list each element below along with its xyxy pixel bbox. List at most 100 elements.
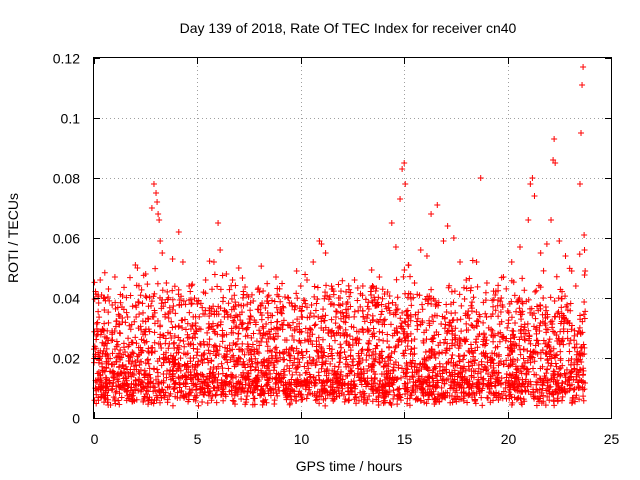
data-point-band [364, 368, 371, 375]
data-point [402, 181, 409, 187]
data-point-band [101, 320, 108, 327]
data-point-band [487, 380, 494, 387]
data-point-band [458, 368, 465, 375]
data-point-band [302, 271, 309, 278]
data-point-band [424, 300, 431, 307]
data-point-band [240, 302, 247, 309]
data-point-band [418, 373, 425, 380]
data-point-band [400, 369, 407, 376]
data-point-band [316, 393, 323, 400]
data-point-band [343, 288, 350, 295]
data-point-band [537, 302, 544, 309]
data-point-band [543, 387, 550, 394]
data-point-band [216, 343, 223, 350]
data-point-band [303, 376, 310, 383]
data-point-band [347, 353, 354, 360]
data-point-band [425, 396, 432, 403]
data-point-band [397, 315, 404, 322]
data-point-band [514, 387, 521, 394]
data-point-band [168, 335, 175, 342]
data-point-band [312, 321, 319, 328]
data-point-band [239, 340, 246, 347]
data-point-band [267, 312, 274, 319]
data-point-band [523, 298, 530, 305]
data-point-band [151, 307, 158, 314]
data-point-band [315, 349, 322, 356]
data-point-band [170, 361, 177, 368]
data-point-band [145, 397, 152, 404]
data-point-band [105, 319, 112, 326]
data-point-band [537, 320, 544, 327]
data-point-band [397, 397, 404, 404]
data-point-band [351, 372, 358, 379]
x-tick-label: 20 [501, 431, 517, 447]
data-point-band [105, 355, 112, 362]
data-point-band [476, 311, 483, 318]
data-point [444, 223, 451, 229]
data-point-band [384, 370, 391, 377]
data-point-band [204, 381, 211, 388]
data-point-band [130, 372, 137, 379]
data-point-band [96, 380, 103, 387]
data-point [235, 265, 242, 271]
data-point-band [193, 352, 200, 359]
data-point-band [169, 296, 176, 303]
data-point-band [467, 287, 474, 294]
data-point-band [135, 298, 142, 305]
data-point-band [419, 301, 426, 308]
data-point-band [249, 341, 256, 348]
data-point-band [356, 355, 363, 362]
data-point-band [368, 352, 375, 359]
data-point-band [432, 372, 439, 379]
data-point-band [280, 387, 287, 394]
data-point-band [99, 367, 106, 374]
data-point-band [278, 321, 285, 328]
data-point-band [447, 301, 454, 308]
data-point-band [207, 387, 214, 394]
data-point-band [303, 382, 310, 389]
data-point-band [322, 312, 329, 319]
data-point-band [100, 341, 107, 348]
data-point-band [548, 360, 555, 367]
data-point-band [357, 366, 364, 373]
data-point-band [225, 300, 232, 307]
data-point-band [562, 293, 569, 300]
data-point-band [210, 303, 217, 310]
data-point-band [136, 362, 143, 369]
data-point-band [344, 372, 351, 379]
data-point-band [398, 374, 405, 381]
data-point-band [484, 394, 491, 401]
data-point [159, 250, 166, 256]
data-point-band [252, 375, 259, 382]
data-point-band [513, 308, 520, 315]
data-point-band [137, 323, 144, 330]
data-point-band [192, 397, 199, 404]
data-point-band [378, 311, 385, 318]
data-point-band [570, 376, 577, 383]
data-point-band [502, 384, 509, 391]
data-point-band [460, 365, 467, 372]
data-point-band [91, 346, 98, 353]
data-point-band [189, 387, 196, 394]
data-point [434, 202, 441, 208]
data-point-band [276, 285, 283, 292]
data-point-band [145, 373, 152, 380]
data-point [368, 292, 375, 298]
data-point-band [498, 333, 505, 340]
data-point-band [552, 388, 559, 395]
data-point-band [112, 323, 119, 330]
data-point-band [505, 320, 512, 327]
data-point-band [337, 288, 344, 295]
data-point-band [513, 396, 520, 403]
data-point-band [204, 329, 211, 336]
data-point-band [546, 336, 553, 343]
data-point-band [503, 285, 510, 292]
data-point-band [338, 344, 345, 351]
data-point-band [350, 324, 357, 331]
data-point-band [280, 304, 287, 311]
data-point-band [518, 383, 525, 390]
data-point-band [235, 330, 242, 337]
data-point-band [426, 373, 433, 380]
data-point-band [563, 366, 570, 373]
